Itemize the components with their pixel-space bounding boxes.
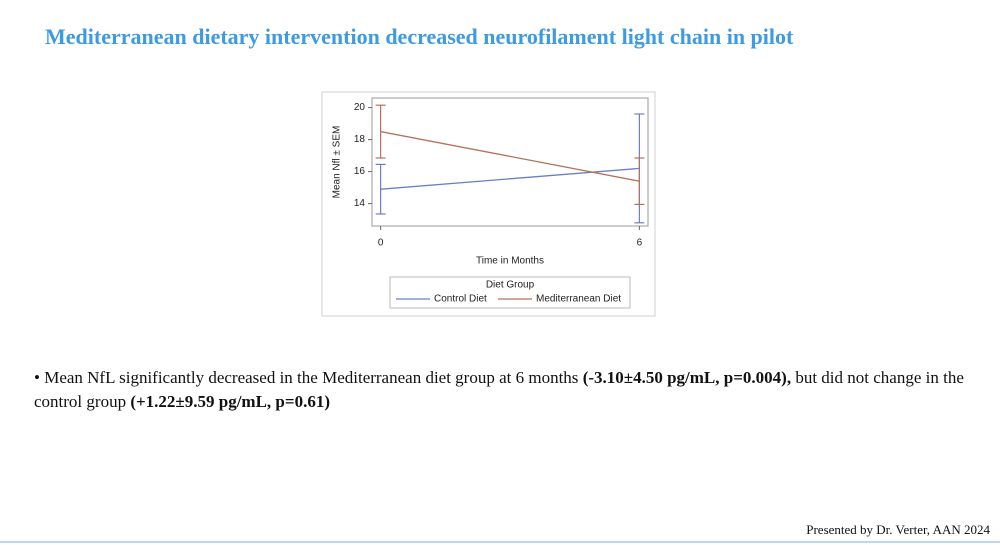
y-tick-label: 16 [354,166,366,177]
text: but did not change in the control group [34,368,964,411]
text-bold: (-3.10±4.50 pg/mL, p=0.004), [582,368,792,387]
series-line [380,167,640,190]
legend-box [389,276,631,309]
chart-frame [321,91,656,317]
y-tick-label: 14 [354,198,366,209]
legend-title: Diet Group [486,280,535,291]
legend-label: Control Diet [434,294,487,305]
footer: Presented by Dr. Verter, AAN 2024 [806,522,990,537]
y-tick-label: 18 [354,134,366,145]
y-axis-label: Mean Nfl ± SEM [332,126,343,199]
slide-title: Mediterranean dietary intervention decre… [45,24,794,49]
x-axis-label: Time in Months [476,256,544,267]
x-tick-label: 6 [637,238,643,249]
plot-area [371,97,649,227]
series-line [380,130,640,182]
y-tick-label: 20 [354,102,366,113]
text: Mean NfL significantly decreased in the … [44,368,583,387]
x-tick-label: 0 [378,238,384,249]
bullet-text: • Mean NfL significantly decreased in th… [34,368,964,411]
text-bold: (+1.22±9.59 pg/mL, p=0.61) [130,392,330,411]
divider [0,541,1000,543]
legend-label: Mediterranean Diet [536,294,621,305]
